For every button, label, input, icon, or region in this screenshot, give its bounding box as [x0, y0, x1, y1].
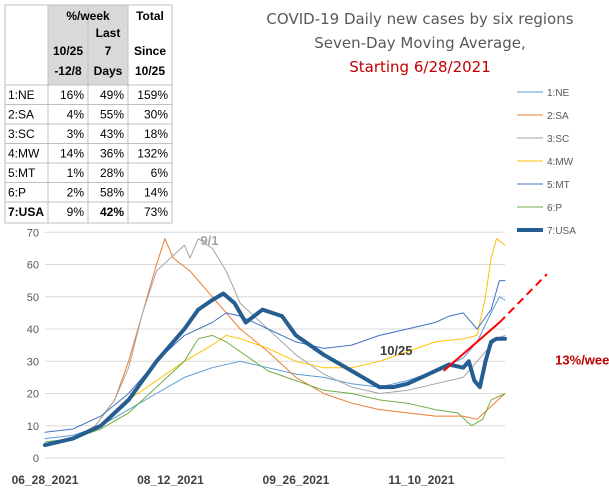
table-cell: 10/25: [53, 44, 83, 58]
table-cell: 42%: [100, 205, 124, 219]
annotations: 9/1 10/25 13%/week: [200, 233, 609, 367]
legend-entry: 7:USA: [547, 226, 576, 237]
series-line-7usa: [43, 291, 507, 448]
table-cell: 36%: [100, 147, 124, 161]
table-cell: 3%: [67, 127, 85, 141]
table-cell: Days: [94, 64, 123, 78]
legend-entry: 3:SC: [547, 134, 569, 145]
table-cell: 9%: [67, 205, 85, 219]
table-cell: -12/8: [54, 64, 82, 78]
legend: 1:NE 2:SA 3:SC 4:MW 5:MT 6:P 7:USA: [517, 88, 576, 237]
y-tick-label: 50: [27, 292, 39, 304]
table-cell: 159%: [137, 88, 168, 102]
table-cell: 6:P: [8, 186, 26, 200]
table-cell: %/week: [66, 9, 110, 23]
gridlines: [45, 231, 505, 459]
title-line: Seven-Day Moving Average,: [314, 34, 526, 52]
summary-table: %/week Total Last 10/25 7 Since -12/8 Days 10/25…: [4, 4, 173, 224]
y-tick-label: 0: [33, 453, 39, 465]
table-cell: 7: [105, 44, 112, 58]
table-cell: 5:MT: [8, 166, 36, 180]
annotation-label: 10/25: [380, 343, 413, 358]
trend-line: [443, 273, 548, 372]
series-line-3sc: [44, 238, 506, 446]
legend-entry: 2:SA: [547, 111, 569, 122]
table-cell: 55%: [100, 108, 124, 122]
table-cell: 18%: [144, 127, 168, 141]
table-cell: 28%: [100, 166, 124, 180]
series-line-6p: [44, 334, 506, 443]
table-cell: 4%: [67, 108, 85, 122]
y-tick-label: 70: [27, 227, 39, 239]
table-cell: 2:SA: [8, 108, 34, 122]
table-cell: 16%: [60, 88, 84, 102]
table-cell: Total: [136, 9, 164, 23]
y-tick-label: 10: [27, 421, 39, 433]
title-line: Starting 6/28/2021: [349, 58, 491, 76]
table-cell: 6%: [151, 166, 169, 180]
chart-title: COVID-19 Daily new cases by six regions S…: [266, 10, 573, 76]
series-line-4mw: [44, 238, 506, 446]
table-cell: 49%: [100, 88, 124, 102]
table-cell: 58%: [100, 186, 124, 200]
table-cell: 1:NE: [8, 88, 35, 102]
y-tick-label: 40: [27, 324, 39, 336]
x-tick-label: 09_26_2021: [263, 473, 330, 487]
legend-entry: 5:MT: [547, 180, 570, 191]
trend-line-solid: [443, 321, 501, 372]
legend-entry: 4:MW: [547, 157, 574, 168]
table-cell: 10/25: [135, 64, 165, 78]
trend-line-dashed: [498, 273, 548, 324]
y-tick-label: 20: [27, 389, 39, 401]
table-cell: 1%: [67, 166, 85, 180]
table-cell: 2%: [67, 186, 85, 200]
y-axis-ticks: 0 10 20 30 40 50 60 70: [27, 227, 39, 465]
title-line: COVID-19 Daily new cases by six regions: [266, 10, 573, 28]
series-line-2sa: [44, 238, 506, 446]
table-cell: 7:USA: [8, 205, 44, 219]
table-cell: 43%: [100, 127, 124, 141]
table-cell: 14%: [60, 147, 84, 161]
y-tick-label: 30: [27, 356, 39, 368]
x-tick-label: 11_10_2021: [388, 473, 454, 487]
table-cell: 4:MW: [8, 147, 40, 161]
x-tick-label: 08_12_2021: [137, 473, 204, 487]
table-cell: 14%: [144, 186, 168, 200]
x-tick-label: 06_28_2021: [12, 473, 79, 487]
legend-entry: 1:NE: [547, 88, 570, 99]
y-tick-label: 60: [27, 260, 39, 272]
legend-entry: 6:P: [547, 203, 562, 214]
table-cell: Since: [134, 44, 166, 58]
table-cell: 73%: [144, 205, 168, 219]
x-axis-ticks: 06_28_2021 08_12_2021 09_26_2021 11_10_2021: [12, 473, 455, 487]
annotation-label: 9/1: [200, 233, 218, 248]
table-cell: Last: [96, 26, 121, 40]
table-cell: 132%: [137, 147, 168, 161]
annotation-label: 13%/week: [555, 352, 609, 367]
table-cell: 3:SC: [8, 127, 35, 141]
table-cell: 30%: [144, 108, 168, 122]
